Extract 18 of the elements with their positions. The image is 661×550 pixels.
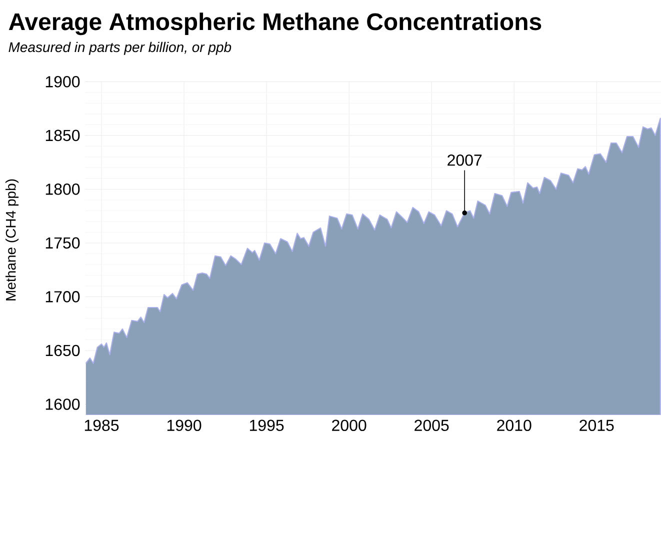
x-tick-label: 1990 (167, 420, 202, 432)
chart-title: Average Atmospheric Methane Concentrations (8, 12, 542, 36)
x-tick-label: 2015 (580, 420, 614, 432)
y-tick-label: 1700 (46, 291, 80, 302)
x-tick-label: 2010 (497, 420, 532, 432)
x-tick-label: 1995 (250, 420, 284, 432)
y-tick-label: 1800 (46, 184, 80, 195)
y-tick-label: 1850 (46, 130, 80, 142)
chart-subtitle: Measured in parts per billion, or ppb (8, 42, 232, 55)
y-axis-title: Methane (CH4 ppb) (5, 179, 19, 300)
x-tick-label: 2005 (414, 420, 449, 432)
y-tick-label: 1600 (46, 398, 80, 410)
y-tick-label: 1650 (46, 344, 80, 356)
x-tick-label: 2000 (332, 420, 366, 432)
x-tick-label: 1985 (84, 420, 119, 432)
y-tick-label: 1900 (46, 76, 80, 88)
annotation: 2007 (448, 154, 482, 166)
y-tick-label: 1750 (46, 237, 80, 249)
